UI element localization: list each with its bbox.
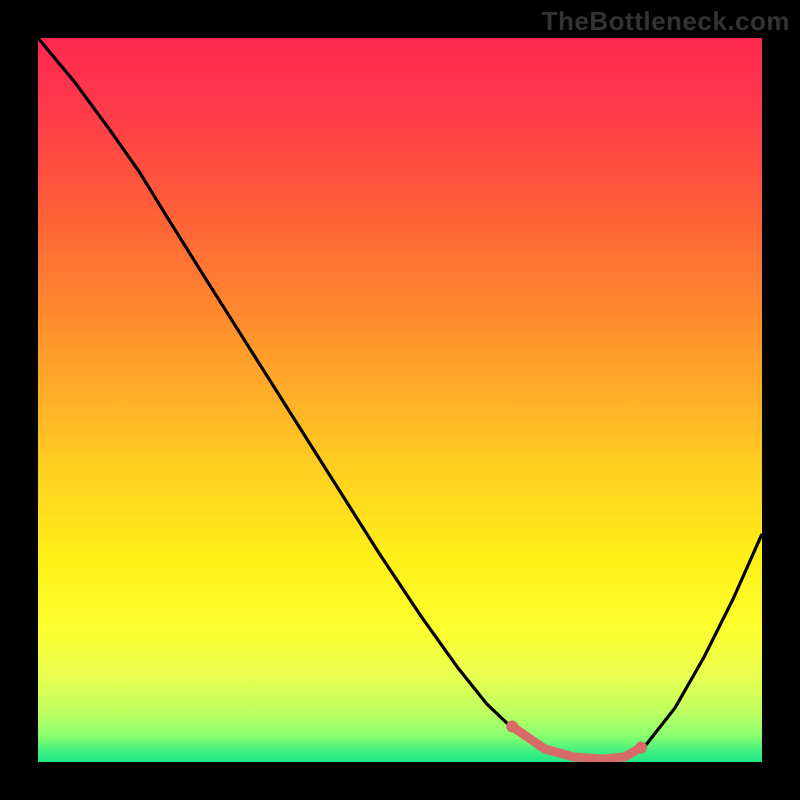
optimal-range-end-dot xyxy=(635,742,647,754)
watermark-text: TheBottleneck.com xyxy=(542,6,790,37)
optimal-range-start-dot xyxy=(506,721,518,733)
chart-svg xyxy=(0,0,800,800)
gradient-background xyxy=(38,38,762,762)
bottleneck-chart: TheBottleneck.com xyxy=(0,0,800,800)
